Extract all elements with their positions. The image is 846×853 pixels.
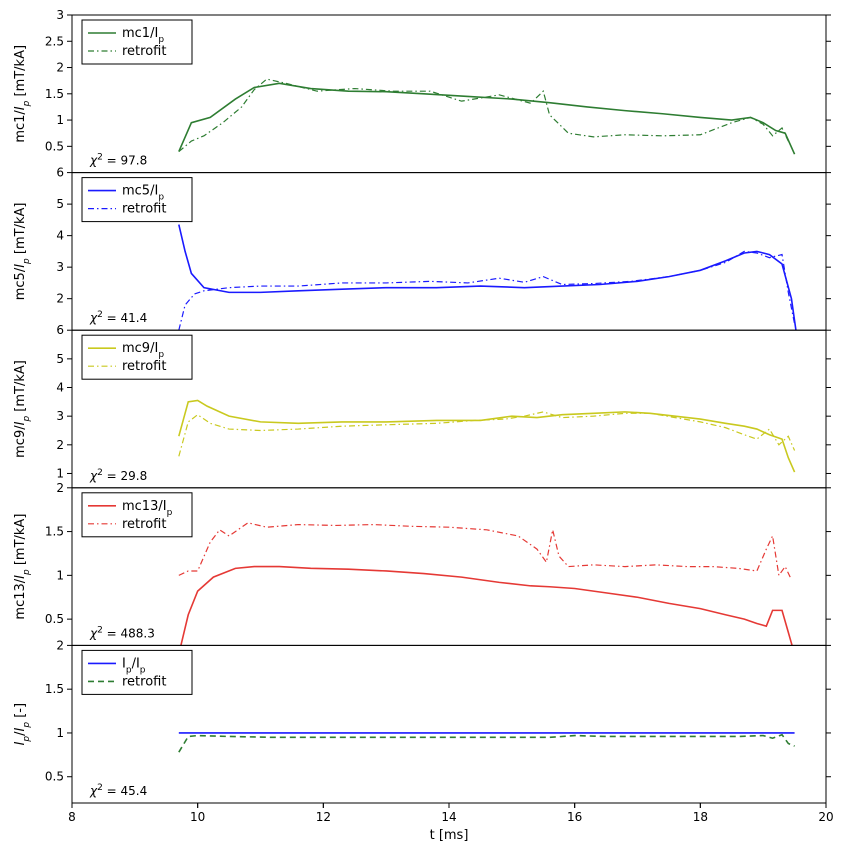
- legend-label: retrofit: [122, 517, 166, 532]
- ytick-label: 2: [56, 292, 64, 306]
- ytick-label: 6: [56, 323, 64, 337]
- ytick-label: 2: [56, 638, 64, 652]
- ytick-label: 1.5: [45, 682, 64, 696]
- ytick-label: 3: [56, 8, 64, 22]
- ytick-label: 2.5: [45, 34, 64, 48]
- ylabel-ip: Ip/Ip [-]: [13, 703, 32, 745]
- chi2-mc5: χ2 = 41.4: [89, 310, 147, 325]
- ytick-label: 5: [56, 197, 64, 211]
- ylabel-mc9: mc9/Ip [mT/kA]: [13, 360, 32, 458]
- chi2-mc9: χ2 = 29.8: [89, 468, 147, 483]
- ytick-label: 1: [56, 466, 64, 480]
- chart-svg: 0.511.522.53mc1/Ip [mT/kA]χ2 = 97.8mc1/I…: [0, 0, 846, 853]
- series-ip-retrofit: [179, 735, 795, 753]
- legend-label: retrofit: [122, 44, 166, 59]
- series-mc1-retrofit: [179, 79, 788, 152]
- ytick-label: 1: [56, 726, 64, 740]
- ytick-label: 4: [56, 381, 64, 395]
- ylabel-mc1: mc1/Ip [mT/kA]: [13, 45, 32, 143]
- series-mc9-solid: [179, 400, 795, 472]
- ytick-label: 3: [56, 260, 64, 274]
- xtick-label: 20: [818, 810, 833, 824]
- series-mc1-solid: [179, 83, 795, 154]
- xtick-label: 16: [567, 810, 582, 824]
- ytick-label: 2: [56, 481, 64, 495]
- ytick-label: 0.5: [45, 770, 64, 784]
- series-mc13-solid: [179, 567, 795, 655]
- ytick-label: 1.5: [45, 87, 64, 101]
- xlabel: t [ms]: [430, 828, 469, 843]
- ytick-label: 6: [56, 166, 64, 180]
- chi2-ip: χ2 = 45.4: [89, 783, 147, 798]
- ytick-label: 2: [56, 61, 64, 75]
- xtick-label: 12: [316, 810, 331, 824]
- legend-label: retrofit: [122, 202, 166, 217]
- ytick-label: 0.5: [45, 139, 64, 153]
- ytick-label: 1: [56, 113, 64, 127]
- ytick-label: 1: [56, 568, 64, 582]
- chi2-mc1: χ2 = 97.8: [89, 153, 147, 168]
- chi2-mc13: χ2 = 488.3: [89, 625, 155, 640]
- ytick-label: 3: [56, 409, 64, 423]
- ytick-label: 0.5: [45, 612, 64, 626]
- series-mc13-retrofit: [179, 523, 792, 580]
- ylabel-mc5: mc5/Ip [mT/kA]: [13, 203, 32, 301]
- series-mc9-retrofit: [179, 412, 795, 456]
- ylabel-mc13: mc13/Ip [mT/kA]: [13, 514, 32, 620]
- ytick-label: 5: [56, 352, 64, 366]
- xtick-label: 10: [190, 810, 205, 824]
- legend-label: retrofit: [122, 674, 166, 689]
- series-mc5-retrofit: [179, 251, 795, 330]
- legend-label: retrofit: [122, 359, 166, 374]
- figure: 0.511.522.53mc1/Ip [mT/kA]χ2 = 97.8mc1/I…: [0, 0, 846, 853]
- ytick-label: 1.5: [45, 525, 64, 539]
- ytick-label: 4: [56, 229, 64, 243]
- xtick-label: 14: [441, 810, 456, 824]
- xtick-label: 8: [68, 810, 76, 824]
- series-mc5-solid: [179, 225, 798, 343]
- ytick-label: 2: [56, 438, 64, 452]
- xtick-label: 18: [693, 810, 708, 824]
